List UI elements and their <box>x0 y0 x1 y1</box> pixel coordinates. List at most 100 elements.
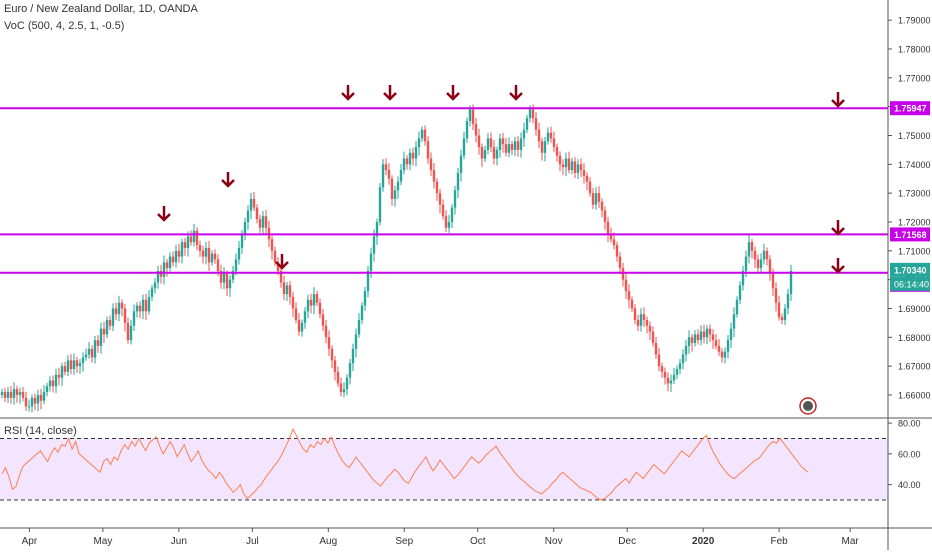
candle-body <box>663 371 667 378</box>
candle-body <box>111 308 115 326</box>
candle-body <box>60 366 64 378</box>
candle-body <box>462 138 466 156</box>
candle-body <box>774 288 778 303</box>
candle-body <box>69 360 73 369</box>
price-badge-label: 1.75947 <box>894 104 927 114</box>
candle-body <box>645 319 649 326</box>
candle-body <box>249 198 253 211</box>
candle-body <box>12 389 16 398</box>
candle-body <box>537 129 541 142</box>
candle-body <box>276 262 280 271</box>
candle-body <box>765 250 769 260</box>
candle-body <box>783 308 787 320</box>
time-tick-label: Sep <box>395 536 413 547</box>
candle-body <box>699 331 703 341</box>
rsi-band <box>0 438 888 500</box>
candle-body <box>750 242 754 251</box>
candle-body <box>459 155 463 173</box>
candle-body <box>447 221 451 228</box>
candle-body <box>636 319 640 326</box>
candle-body <box>330 348 334 361</box>
candle-body <box>219 270 223 283</box>
candle-body <box>372 236 376 254</box>
candle-body <box>693 334 697 344</box>
candle-body <box>348 363 352 378</box>
candle-body <box>696 334 700 341</box>
candle-body <box>453 190 457 208</box>
candle-body <box>618 256 622 269</box>
time-tick-label: Dec <box>618 536 636 547</box>
candle-body <box>345 377 349 390</box>
candle-body <box>786 294 790 309</box>
candle-body <box>615 245 619 257</box>
time-tick-label: 2020 <box>692 536 715 547</box>
rsi-label: RSI (14, close) <box>4 425 77 437</box>
replay-icon[interactable] <box>799 397 817 415</box>
candle-body <box>27 406 31 408</box>
candle-body <box>327 337 331 349</box>
candle-body <box>552 138 556 148</box>
rsi-pane[interactable]: 80.00 60.00 40.00 <box>0 419 921 501</box>
candle-body <box>489 138 493 148</box>
candle-body <box>597 193 601 202</box>
candle-body <box>81 357 85 364</box>
candle-body <box>180 242 184 257</box>
time-axis[interactable]: Apr May Jun Jul Aug Sep Oct Nov Dec 2020 Feb Mar <box>22 528 860 547</box>
candle-body <box>573 161 577 173</box>
time-tick-label: Oct <box>470 536 486 547</box>
down-arrow-icon <box>341 85 355 101</box>
candle-body <box>480 147 484 159</box>
candle-body <box>588 181 592 194</box>
down-arrow-icon <box>831 220 845 236</box>
candle-body <box>576 164 580 173</box>
candle-body <box>24 397 28 407</box>
chart-title: Euro / New Zealand Dollar, 1D, OANDA <box>4 3 198 15</box>
candle-body <box>252 198 256 208</box>
candle-body <box>762 250 766 260</box>
candle-body <box>90 348 94 358</box>
rsi-line[interactable] <box>1 428 809 501</box>
candle-body <box>414 147 418 159</box>
time-tick-label: Apr <box>22 536 38 547</box>
candle-body <box>789 270 793 295</box>
candle-body <box>780 317 784 320</box>
candle-body <box>18 392 22 395</box>
candle-body <box>381 164 385 188</box>
candle-body <box>297 319 301 332</box>
candle-body <box>150 288 154 297</box>
candle-body <box>702 331 706 338</box>
arrow-head <box>446 92 460 101</box>
candle-body <box>360 305 364 320</box>
candle-body <box>285 285 289 295</box>
candle-body <box>159 270 163 277</box>
candle-body <box>36 394 40 404</box>
rsi-tick-label: 40.00 <box>898 480 921 490</box>
candle-body <box>741 270 745 286</box>
candle-body <box>492 147 496 159</box>
candle-body <box>114 308 118 315</box>
candle-body <box>231 270 235 280</box>
candle-body <box>639 314 643 326</box>
candle-body <box>93 340 97 358</box>
arrow-head <box>831 265 845 274</box>
candle-body <box>606 221 610 234</box>
candle-body <box>42 392 46 401</box>
candle-body <box>312 294 316 306</box>
price-badge <box>890 262 930 277</box>
candle-body <box>768 259 772 274</box>
candle-body <box>21 392 25 398</box>
candle-body <box>648 325 652 332</box>
arrow-head <box>383 92 397 101</box>
horizontal-levels[interactable] <box>0 107 888 274</box>
down-arrow-icon <box>383 85 397 101</box>
candle-body <box>306 299 310 312</box>
time-tick-label: Feb <box>770 536 788 547</box>
main-pane[interactable] <box>0 104 817 415</box>
candle-body <box>141 299 145 312</box>
candle-body <box>546 132 550 142</box>
arrow-head <box>221 179 235 188</box>
candle-body <box>579 164 583 171</box>
